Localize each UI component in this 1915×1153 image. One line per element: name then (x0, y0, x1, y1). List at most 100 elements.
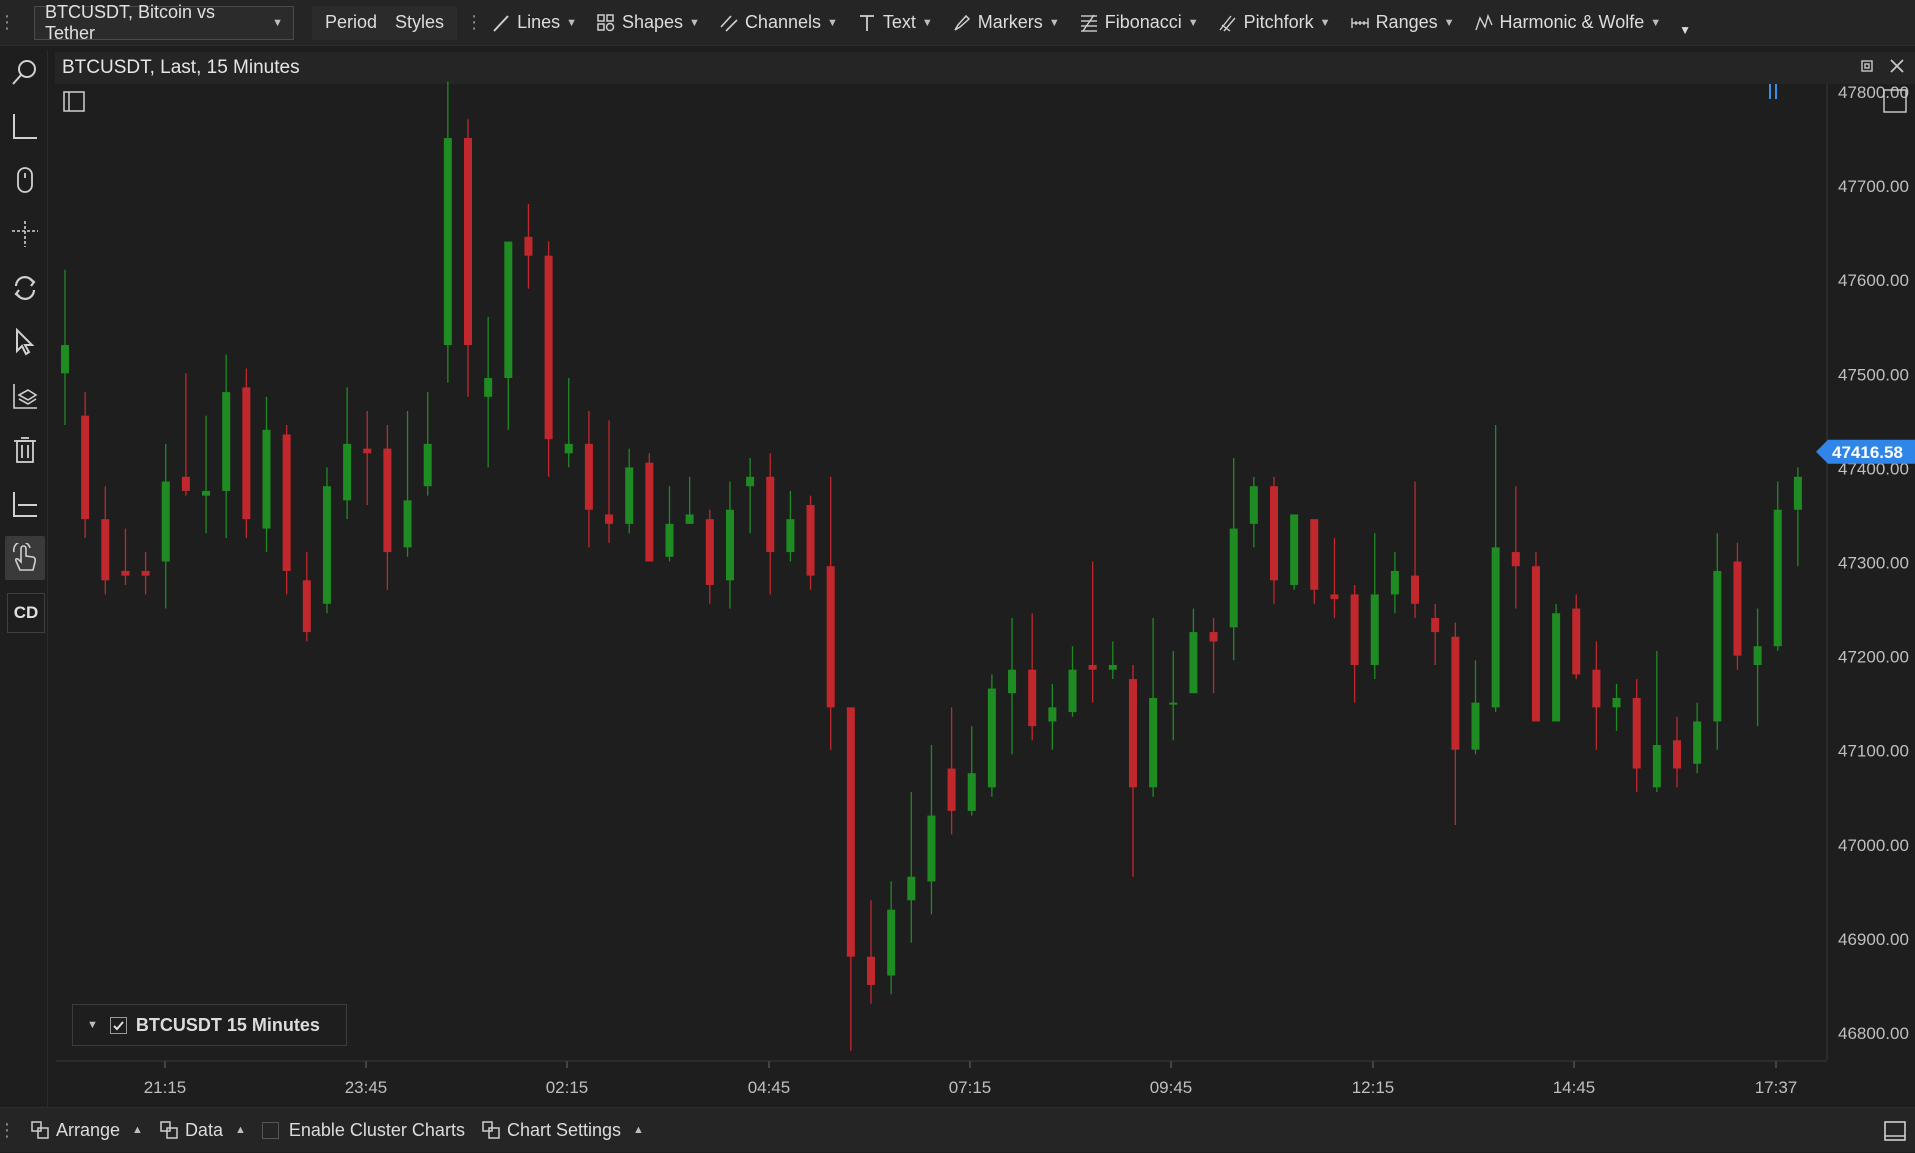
restore-window-icon[interactable] (1859, 58, 1875, 79)
legend-checkbox[interactable] (109, 1016, 127, 1034)
candle-body (242, 387, 251, 520)
candle (1128, 665, 1137, 877)
search-icon[interactable] (5, 50, 45, 94)
candle (1370, 533, 1379, 680)
candle-body (363, 448, 372, 454)
crosshair-icon[interactable] (5, 212, 45, 256)
markers-button[interactable]: Markers ▼ (942, 6, 1069, 40)
candle (826, 476, 835, 750)
candle-body (1229, 528, 1238, 628)
pause-marker-icon (1769, 84, 1777, 99)
candle-body (867, 956, 875, 985)
trash-icon[interactable] (5, 428, 45, 472)
toolbar-grip-icon[interactable]: ⋮ (0, 12, 16, 32)
cluster-checkbox[interactable] (261, 1121, 279, 1139)
settings-window-icon (481, 1120, 501, 1140)
ruler-icon[interactable] (5, 104, 45, 148)
cursor-icon[interactable] (5, 320, 45, 364)
symbol-selector[interactable]: BTCUSDT, Bitcoin vs Tether ▼ (34, 2, 294, 43)
shapes-button[interactable]: Shapes ▼ (586, 6, 709, 40)
candle-body (504, 241, 513, 379)
x-axis: 21:15 23:45 02:15 04:45 07:15 09:45 12:15 14:45… (144, 1078, 1798, 1097)
candle-body (202, 490, 211, 496)
candle (584, 410, 593, 548)
candle-body (826, 566, 835, 708)
hand-pointer-icon[interactable] (5, 536, 45, 580)
candle-body (1673, 740, 1681, 769)
candle (806, 495, 815, 590)
period-styles-group: Period Styles (312, 5, 458, 40)
candle-body (443, 138, 452, 346)
y-axis: 47800.00 47700.00 47600.00 47500.00 47400.00… (164, 83, 1909, 1068)
candle (1491, 425, 1500, 713)
text-button[interactable]: Text ▼ (847, 6, 942, 40)
candle (766, 453, 775, 595)
panel-toggle-icon[interactable] (63, 91, 85, 112)
data-button[interactable]: Data ▲ (159, 1120, 246, 1141)
arrange-label: Arrange (56, 1119, 121, 1140)
arrange-button[interactable]: Arrange ▲ (30, 1120, 143, 1141)
cd-button[interactable]: CD (7, 593, 45, 633)
candle (645, 453, 654, 562)
candle-body (1511, 552, 1520, 567)
candlestick-chart[interactable]: 21:15 23:45 02:15 04:45 07:15 09:45 12:15 14:45… (0, 0, 1915, 1107)
candle-body (181, 476, 190, 491)
period-button[interactable]: Period (325, 12, 378, 32)
chevron-down-icon[interactable]: ▼ (87, 1019, 98, 1031)
chevron-down-icon: ▼ (1319, 16, 1331, 29)
chart-settings-button[interactable]: Chart Settings ▲ (481, 1120, 644, 1141)
data-label: Data (184, 1119, 223, 1140)
candle-body (1652, 744, 1661, 788)
y-tick-label: 47800.00 (1838, 83, 1909, 102)
pitchfork-label: Pitchfork (1243, 12, 1314, 32)
candle-body (1048, 707, 1057, 722)
layers-icon[interactable] (5, 374, 45, 418)
panel-dock-icon[interactable] (1883, 1120, 1907, 1147)
candle (141, 552, 150, 595)
refresh-icon[interactable] (5, 266, 45, 310)
candle-body (1068, 669, 1077, 713)
x-tick-label: 04:45 (748, 1078, 791, 1097)
channels-button[interactable]: Channels ▼ (709, 6, 847, 40)
candle (1552, 603, 1561, 722)
candle-body (564, 443, 573, 454)
toolbar-separator-grip-icon[interactable]: ⋮ (465, 12, 484, 32)
candle (605, 420, 614, 543)
ranges-button[interactable]: Ranges ▼ (1340, 6, 1464, 40)
candle (322, 467, 331, 614)
toolbar-overflow-icon[interactable]: ▼ (1679, 22, 1691, 37)
harmonic-icon (1473, 12, 1495, 34)
enable-cluster-charts-toggle[interactable]: Enable Cluster Charts (261, 1120, 465, 1141)
series-legend[interactable]: ▼ BTCUSDT 15 Minutes (72, 1004, 347, 1046)
candle-body (1552, 613, 1561, 722)
candle (161, 443, 170, 609)
pitchfork-button[interactable]: Pitchfork ▼ (1208, 6, 1340, 40)
corner-expand-icon[interactable] (1883, 89, 1907, 113)
candle-body (464, 138, 472, 346)
lines-button[interactable]: Lines ▼ (481, 6, 586, 40)
chevron-up-icon: ▲ (132, 1124, 143, 1136)
styles-button[interactable]: Styles (395, 12, 445, 32)
candle (1753, 608, 1762, 727)
bottom-grip-icon[interactable]: ⋮ (0, 1119, 16, 1140)
chevron-down-icon: ▼ (566, 16, 577, 29)
candle-body (1471, 702, 1480, 750)
symbol-label: BTCUSDT, Bitcoin vs Tether (45, 1, 216, 43)
mouse-icon[interactable] (5, 158, 45, 202)
x-tick-label: 21:15 (144, 1078, 187, 1097)
candle-body (544, 255, 553, 440)
harmonic-wolfe-button[interactable]: Harmonic & Wolfe ▼ (1464, 6, 1671, 40)
fibonacci-button[interactable]: Fibonacci ▼ (1069, 6, 1208, 40)
horizontal-line-icon[interactable] (5, 482, 45, 526)
candle (81, 392, 90, 538)
candle-body (1028, 669, 1037, 727)
candle (625, 448, 634, 534)
candle-body (1169, 702, 1178, 705)
candle (403, 410, 412, 557)
close-icon[interactable] (1889, 58, 1905, 79)
candle (1169, 650, 1178, 741)
candle (927, 744, 936, 915)
candle-body (1370, 594, 1379, 666)
markers-label: Markers (977, 12, 1043, 32)
candle (61, 269, 69, 426)
